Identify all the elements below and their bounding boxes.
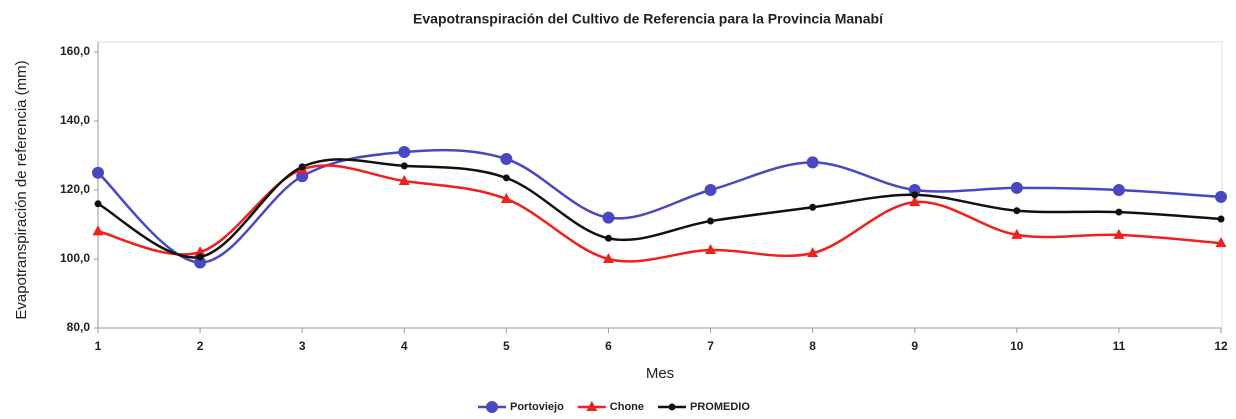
y-tick-label: 160,0 bbox=[60, 44, 90, 58]
marker bbox=[196, 253, 204, 261]
marker bbox=[298, 163, 306, 171]
marker bbox=[908, 184, 921, 196]
marker bbox=[1011, 228, 1023, 239]
x-tick-label: 11 bbox=[1113, 339, 1126, 353]
marker bbox=[911, 191, 919, 199]
x-tick-label: 7 bbox=[707, 339, 714, 353]
y-tick-label: 140,0 bbox=[60, 113, 90, 127]
x-tick-label: 8 bbox=[809, 339, 816, 353]
marker bbox=[807, 247, 819, 258]
marker bbox=[194, 246, 206, 257]
y-tick-label: 80,0 bbox=[67, 320, 91, 334]
legend-label: Portoviejo bbox=[510, 401, 564, 413]
marker bbox=[1115, 208, 1123, 216]
marker bbox=[92, 166, 104, 179]
marker bbox=[806, 156, 819, 169]
marker bbox=[602, 211, 615, 224]
x-tick-label: 4 bbox=[401, 339, 408, 353]
marker bbox=[94, 200, 102, 208]
series-line bbox=[97, 164, 1222, 263]
y-tick-label: 120,0 bbox=[60, 182, 90, 196]
legend-label: PROMEDIO bbox=[690, 401, 750, 413]
x-tick-label: 10 bbox=[1010, 339, 1024, 353]
marker bbox=[1215, 190, 1227, 203]
x-tick-label: 2 bbox=[197, 339, 204, 353]
marker bbox=[604, 234, 612, 242]
marker bbox=[809, 203, 817, 211]
marker bbox=[398, 146, 411, 159]
marker bbox=[1013, 207, 1021, 215]
x-tick-label: 9 bbox=[911, 339, 918, 353]
x-tick-label: 12 bbox=[1214, 339, 1228, 353]
series-line bbox=[97, 148, 1222, 264]
marker bbox=[704, 184, 717, 196]
legend-marker bbox=[486, 401, 498, 413]
x-tick-label: 5 bbox=[503, 339, 510, 353]
marker bbox=[707, 217, 715, 225]
marker bbox=[500, 152, 513, 165]
marker bbox=[1112, 184, 1125, 196]
marker bbox=[602, 253, 614, 263]
marker bbox=[194, 256, 207, 269]
x-axis-title: Mes bbox=[646, 365, 674, 382]
y-tick-label: 100,0 bbox=[60, 251, 90, 265]
marker bbox=[1215, 237, 1227, 248]
marker bbox=[909, 196, 921, 207]
marker bbox=[1113, 228, 1125, 239]
legend-marker bbox=[586, 401, 598, 411]
x-tick-label: 1 bbox=[95, 339, 102, 353]
y-axis-title: Evapotranspiración de referencia (mm) bbox=[13, 60, 30, 319]
marker bbox=[500, 192, 512, 203]
plot-frame bbox=[97, 41, 1223, 329]
legend-marker bbox=[668, 403, 676, 411]
marker bbox=[1010, 181, 1023, 194]
marker bbox=[502, 174, 510, 182]
marker bbox=[92, 225, 104, 236]
series-line bbox=[97, 158, 1222, 259]
x-tick-label: 3 bbox=[299, 339, 306, 353]
marker bbox=[400, 162, 408, 170]
legend-label: Chone bbox=[610, 401, 644, 413]
marker bbox=[705, 244, 717, 255]
marker bbox=[1217, 215, 1225, 223]
marker bbox=[398, 175, 410, 186]
x-tick-label: 6 bbox=[605, 339, 612, 353]
chart-title: Evapotranspiración del Cultivo de Refere… bbox=[413, 11, 884, 27]
